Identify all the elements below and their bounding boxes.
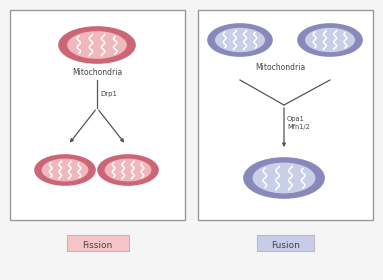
Text: Mitochondria: Mitochondria — [72, 68, 122, 77]
Ellipse shape — [104, 158, 152, 182]
Ellipse shape — [304, 27, 355, 53]
Ellipse shape — [98, 155, 158, 185]
Text: Fusion: Fusion — [271, 241, 300, 249]
Ellipse shape — [214, 27, 265, 53]
Ellipse shape — [244, 158, 324, 198]
Text: Opa1
Mfn1/2: Opa1 Mfn1/2 — [287, 116, 310, 130]
FancyBboxPatch shape — [67, 235, 129, 251]
Text: Fission: Fission — [82, 241, 113, 249]
Text: Mitochondria: Mitochondria — [255, 63, 305, 72]
Ellipse shape — [35, 155, 95, 185]
Ellipse shape — [59, 27, 135, 63]
Ellipse shape — [252, 162, 316, 194]
Bar — [10, 10, 185, 220]
Ellipse shape — [298, 24, 362, 56]
Ellipse shape — [67, 31, 128, 59]
Text: Drp1: Drp1 — [100, 91, 117, 97]
FancyBboxPatch shape — [257, 235, 314, 251]
Bar — [198, 10, 373, 220]
Ellipse shape — [41, 158, 89, 182]
Ellipse shape — [208, 24, 272, 56]
